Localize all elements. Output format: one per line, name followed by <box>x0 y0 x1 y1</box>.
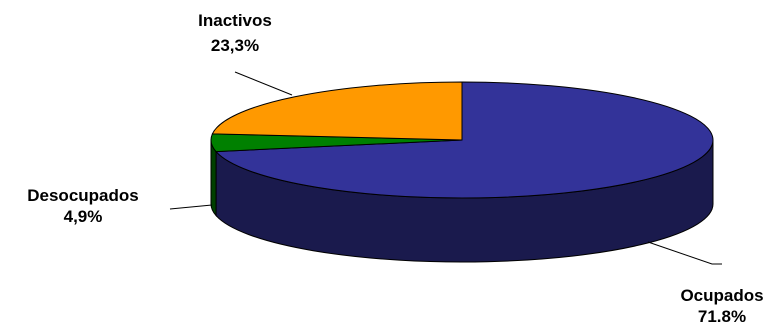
slice-value-inactivos: 23,3% <box>211 36 259 55</box>
leader-lines <box>169 71 722 265</box>
slice-label-inactivos: Inactivos <box>198 11 272 30</box>
slice-value-ocupados: 71.8% <box>698 307 746 326</box>
slice-labels: Ocupados 71.8% Desocupados 4,9% Inactivo… <box>27 11 763 326</box>
leader-line-inactivos <box>234 71 293 96</box>
leader-line-desocupados <box>169 204 213 210</box>
slice-value-desocupados: 4,9% <box>64 207 103 226</box>
slice-top-inactivos <box>211 81 463 141</box>
slice-label-desocupados: Desocupados <box>27 186 138 205</box>
slice-top-ocupados <box>214 81 714 199</box>
slice-label-ocupados: Ocupados <box>680 286 763 305</box>
leader-line-ocupados <box>647 241 722 265</box>
slices-layer <box>210 81 714 263</box>
